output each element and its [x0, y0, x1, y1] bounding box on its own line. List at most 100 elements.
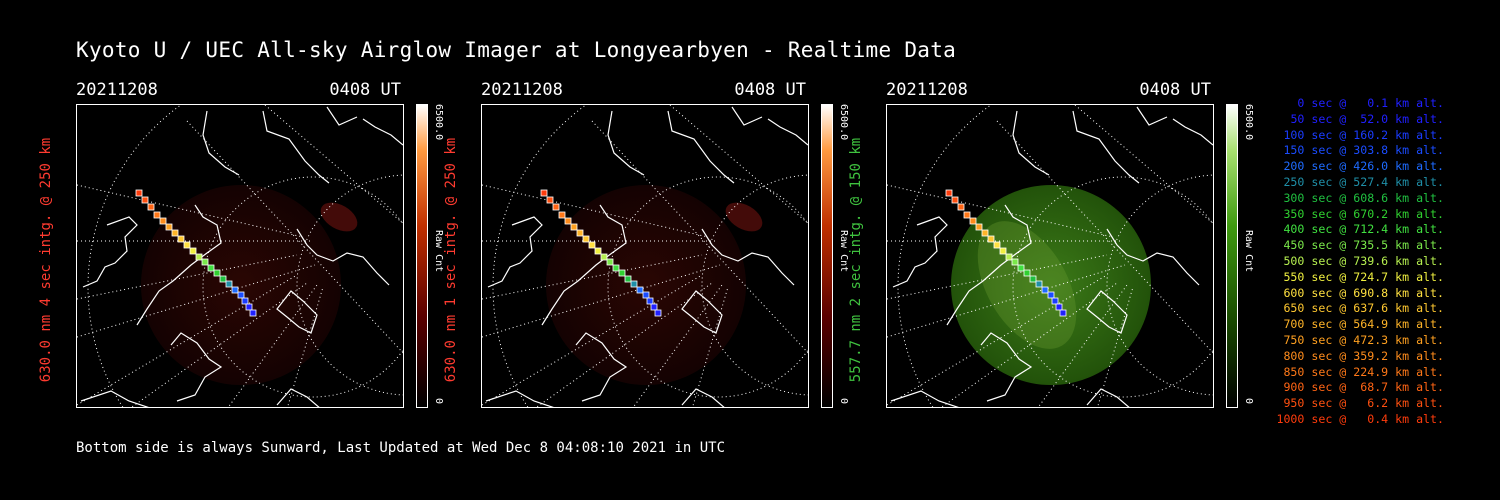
- trajectory-point: [1035, 280, 1043, 288]
- trajectory-point: [249, 309, 257, 317]
- trajectory-point: [1017, 264, 1025, 272]
- trajectory-point: [650, 303, 658, 311]
- airglow-image: [951, 185, 1151, 385]
- legend-item: 200 sec @ 426.0 km alt.: [1283, 159, 1444, 174]
- legend-item: 950 sec @ 6.2 km alt.: [1283, 396, 1444, 411]
- airglow-image: [141, 185, 341, 385]
- colorbar-unit-label: Raw Cnt: [838, 230, 849, 273]
- legend-item: 0 sec @ 0.1 km alt.: [1297, 96, 1444, 110]
- panel-ylabel: 557.7 nm 2 sec intg. @ 150 km: [848, 137, 864, 383]
- trajectory-track: [540, 189, 662, 317]
- colorbar-max-label: 6500.0: [1243, 104, 1254, 141]
- trajectory-point: [981, 229, 989, 237]
- trajectory-point: [1041, 286, 1049, 294]
- aurora-patch: [320, 202, 358, 232]
- legend-item: 750 sec @ 472.3 km alt.: [1283, 332, 1444, 347]
- trajectory-track: [945, 189, 1067, 317]
- trajectory-point: [189, 247, 197, 255]
- trajectory-point: [1023, 269, 1031, 277]
- trajectory-point: [165, 223, 173, 231]
- trajectory-point: [135, 189, 143, 197]
- colorbar-min-label: 0: [838, 398, 849, 405]
- trajectory-point: [207, 264, 215, 272]
- trajectory-point: [241, 297, 249, 305]
- trajectory-point: [231, 286, 239, 294]
- imager-panel-1: 20211208 0408 UT 630.0 nm 4 sec intg. @ …: [38, 80, 516, 440]
- trajectory-point: [1011, 258, 1019, 266]
- trajectory-point: [219, 275, 227, 283]
- legend-item: 1000 sec @ 0.4 km alt.: [1276, 411, 1444, 426]
- colorbar-max-label: 6500.0: [838, 104, 849, 141]
- trajectory-point: [588, 241, 596, 249]
- legend-item: 550 sec @ 724.7 km alt.: [1283, 269, 1444, 284]
- footer-status: Bottom side is always Sunward, Last Upda…: [76, 440, 726, 456]
- trajectory-point: [570, 223, 578, 231]
- trajectory-point: [201, 258, 209, 266]
- panel-date: 20211208: [76, 80, 158, 100]
- legend-item: 100 sec @ 160.2 km alt.: [1283, 127, 1444, 142]
- trajectory-point: [153, 211, 161, 219]
- trajectory-point: [594, 247, 602, 255]
- panel-ylabel: 630.0 nm 1 sec intg. @ 250 km: [443, 137, 459, 383]
- trajectory-point: [213, 269, 221, 277]
- trajectory-point: [177, 235, 185, 243]
- colorbar-min-label: 0: [433, 398, 444, 405]
- legend-item: 700 sec @ 564.9 km alt.: [1283, 317, 1444, 332]
- colorbar: [416, 104, 428, 408]
- legend-item: 50 sec @ 52.0 km alt.: [1290, 111, 1444, 126]
- trajectory-point: [975, 223, 983, 231]
- allsky-image: [76, 104, 404, 408]
- trajectory-track: [135, 189, 257, 317]
- panel-time: 0408 UT: [1139, 80, 1211, 100]
- allsky-map: [887, 105, 1213, 407]
- trajectory-point: [987, 235, 995, 243]
- colorbar-min-label: 0: [1243, 398, 1254, 405]
- trajectory-point: [1051, 297, 1059, 305]
- lat-lon-grid: [887, 105, 1213, 407]
- coastline: [80, 106, 403, 407]
- altitude-legend: 0 sec @ 0.1 km alt. 50 sec @ 52.0 km alt.…: [1262, 96, 1444, 428]
- aurora-patch: [725, 202, 763, 232]
- panel-ylabel: 630.0 nm 4 sec intg. @ 250 km: [38, 137, 54, 383]
- trajectory-point: [612, 264, 620, 272]
- trajectory-point: [159, 217, 167, 225]
- trajectory-point: [558, 211, 566, 219]
- trajectory-point: [245, 303, 253, 311]
- trajectory-point: [171, 229, 179, 237]
- legend-item: 850 sec @ 224.9 km alt.: [1283, 364, 1444, 379]
- panel-date: 20211208: [481, 80, 563, 100]
- legend-item: 800 sec @ 359.2 km alt.: [1283, 348, 1444, 363]
- trajectory-point: [636, 286, 644, 294]
- trajectory-point: [624, 275, 632, 283]
- trajectory-point: [963, 211, 971, 219]
- trajectory-point: [225, 280, 233, 288]
- imager-panel-3: 20211208 0408 UT 557.7 nm 2 sec intg. @ …: [848, 80, 1326, 440]
- trajectory-point: [999, 247, 1007, 255]
- trajectory-point: [564, 217, 572, 225]
- trajectory-point: [147, 203, 155, 211]
- trajectory-point: [195, 253, 203, 261]
- legend-item: 300 sec @ 608.6 km alt.: [1283, 190, 1444, 205]
- trajectory-point: [1005, 253, 1013, 261]
- trajectory-point: [576, 229, 584, 237]
- trajectory-point: [654, 309, 662, 317]
- lat-lon-grid: [77, 105, 403, 407]
- trajectory-point: [618, 269, 626, 277]
- panel-time: 0408 UT: [734, 80, 806, 100]
- trajectory-point: [642, 291, 650, 299]
- allsky-map: [482, 105, 808, 407]
- trajectory-point: [969, 217, 977, 225]
- allsky-image: [886, 104, 1214, 408]
- legend-item: 600 sec @ 690.8 km alt.: [1283, 285, 1444, 300]
- trajectory-point: [606, 258, 614, 266]
- trajectory-point: [1055, 303, 1063, 311]
- colorbar: [1226, 104, 1238, 408]
- legend-item: 350 sec @ 670.2 km alt.: [1283, 206, 1444, 221]
- imager-panel-2: 20211208 0408 UT 630.0 nm 1 sec intg. @ …: [443, 80, 921, 440]
- airglow-image: [546, 185, 746, 385]
- colorbar: [821, 104, 833, 408]
- trajectory-point: [183, 241, 191, 249]
- legend-item: 650 sec @ 637.6 km alt.: [1283, 301, 1444, 316]
- legend-item: 150 sec @ 303.8 km alt.: [1283, 143, 1444, 158]
- page-title: Kyoto U / UEC All-sky Airglow Imager at …: [76, 38, 957, 62]
